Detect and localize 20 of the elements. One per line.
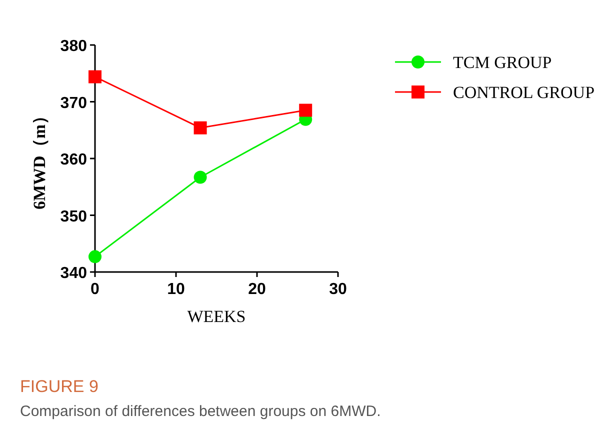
legend-label: TCM GROUP <box>453 53 552 72</box>
y-tick-label: 380 <box>60 38 88 55</box>
point <box>88 70 102 84</box>
y-tick-label: 350 <box>60 208 88 226</box>
text: Comparison of differences between groups on 6MWD. <box>20 403 381 420</box>
y-axis-title: 6MWD（m） <box>30 108 49 210</box>
y-tick-label: 370 <box>60 94 88 112</box>
caption: FIGURE 9 <box>20 377 98 396</box>
x-tick-label: 20 <box>248 281 266 298</box>
x-tick-label: 30 <box>329 281 347 298</box>
x-tick-label: 0 <box>90 281 100 298</box>
point <box>194 170 207 184</box>
y-tick-label: 340 <box>60 265 88 282</box>
point <box>88 250 102 264</box>
point <box>194 121 207 134</box>
legend-label: CONTROL GROUP <box>453 83 595 102</box>
point <box>299 104 312 117</box>
x-tick-label: 10 <box>167 281 185 298</box>
x-axis-title: WEEKS <box>187 307 246 326</box>
y-tick-label: 360 <box>60 152 88 168</box>
